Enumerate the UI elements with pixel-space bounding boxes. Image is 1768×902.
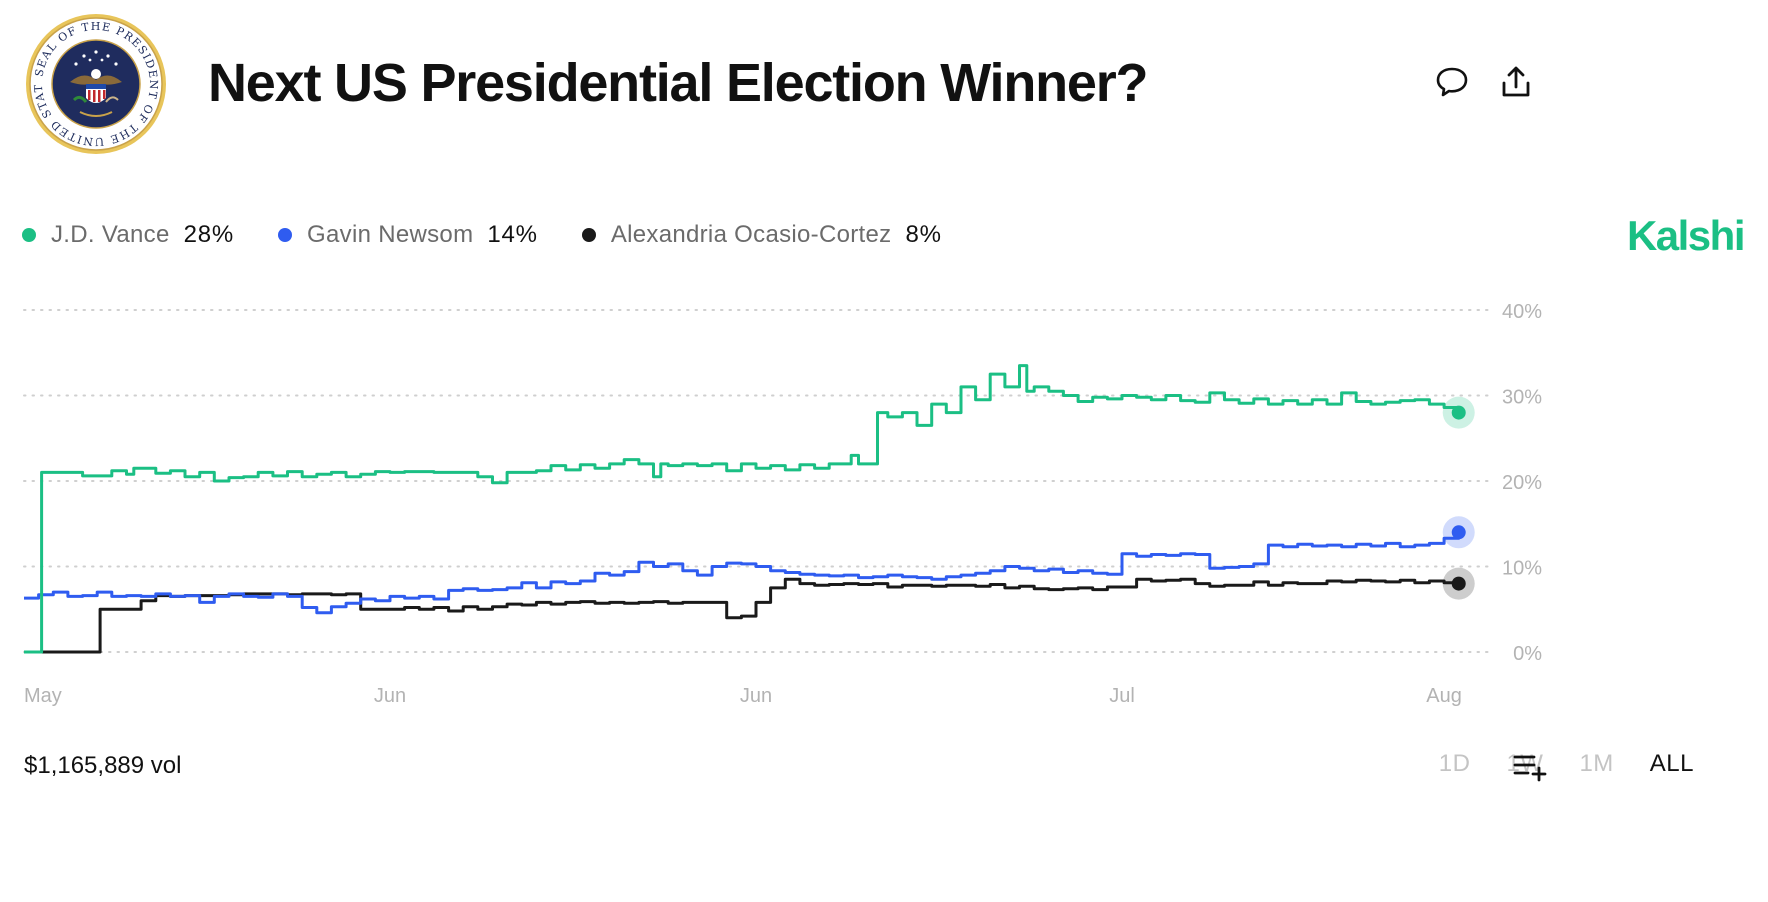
x-tick-label: Jun <box>740 685 772 707</box>
legend-percent: 28% <box>183 221 235 248</box>
x-tick-label: Jul <box>1109 685 1135 707</box>
y-tick-label: 20% <box>1502 472 1542 494</box>
range-1d-button[interactable]: 1D <box>1438 750 1471 777</box>
legend-item-vance[interactable]: J.D. Vance 28% <box>22 221 234 249</box>
presidential-seal-logo: SEAL OF THE PRESIDENT OF THE UNITED STAT… <box>19 2 168 156</box>
chart-legend: J.D. Vance 28% Gavin Newsom 14% Alexandr… <box>22 218 986 252</box>
series-line-gavin-newsom <box>24 532 1461 615</box>
x-tick-label: Jun <box>374 685 406 707</box>
range-1m-button[interactable]: 1M <box>1579 750 1614 777</box>
line-chart: 0% 10% 20% 30% 40% May Jun Jun Jul Aug <box>23 301 1542 707</box>
volume-label: $1,165,889 vol <box>24 752 182 779</box>
legend-percent: 8% <box>905 221 942 248</box>
y-tick-label: 30% <box>1502 387 1542 409</box>
time-range-selector: 1D 1W 1M ALL <box>1403 750 1694 778</box>
endpoint-marker <box>1451 525 1466 540</box>
legend-dot-icon <box>581 228 596 242</box>
legend-item-newsom[interactable]: Gavin Newsom 14% <box>278 221 538 249</box>
legend-dot-icon <box>22 228 36 242</box>
y-tick-label: 10% <box>1502 558 1542 580</box>
list-add-icon[interactable] <box>1512 750 1548 782</box>
legend-dot-icon <box>278 228 293 242</box>
legend-item-ocasio-cortez[interactable]: Alexandria Ocasio-Cortez 8% <box>581 221 942 249</box>
y-tick-label: 40% <box>1502 301 1542 323</box>
endpoint-marker <box>1451 405 1466 420</box>
series-line-j-d-vance <box>24 364 1461 654</box>
legend-name: J.D. Vance <box>51 221 170 248</box>
share-icon[interactable] <box>1496 62 1536 102</box>
x-tick-label: May <box>24 685 62 707</box>
kalshi-logo[interactable]: Kalshi <box>1626 212 1746 259</box>
legend-percent: 14% <box>487 221 538 248</box>
x-tick-label: Aug <box>1426 685 1462 707</box>
y-tick-label: 0% <box>1513 643 1542 665</box>
legend-name: Gavin Newsom <box>307 221 474 248</box>
comment-icon[interactable] <box>1432 62 1472 102</box>
series-line-alexandria-ocasio-cortez <box>24 577 1461 654</box>
legend-name: Alexandria Ocasio-Cortez <box>610 221 892 248</box>
endpoint-marker <box>1451 576 1466 591</box>
page-title: Next US Presidential Election Winner? <box>208 53 1149 113</box>
range-all-button[interactable]: ALL <box>1649 750 1694 777</box>
